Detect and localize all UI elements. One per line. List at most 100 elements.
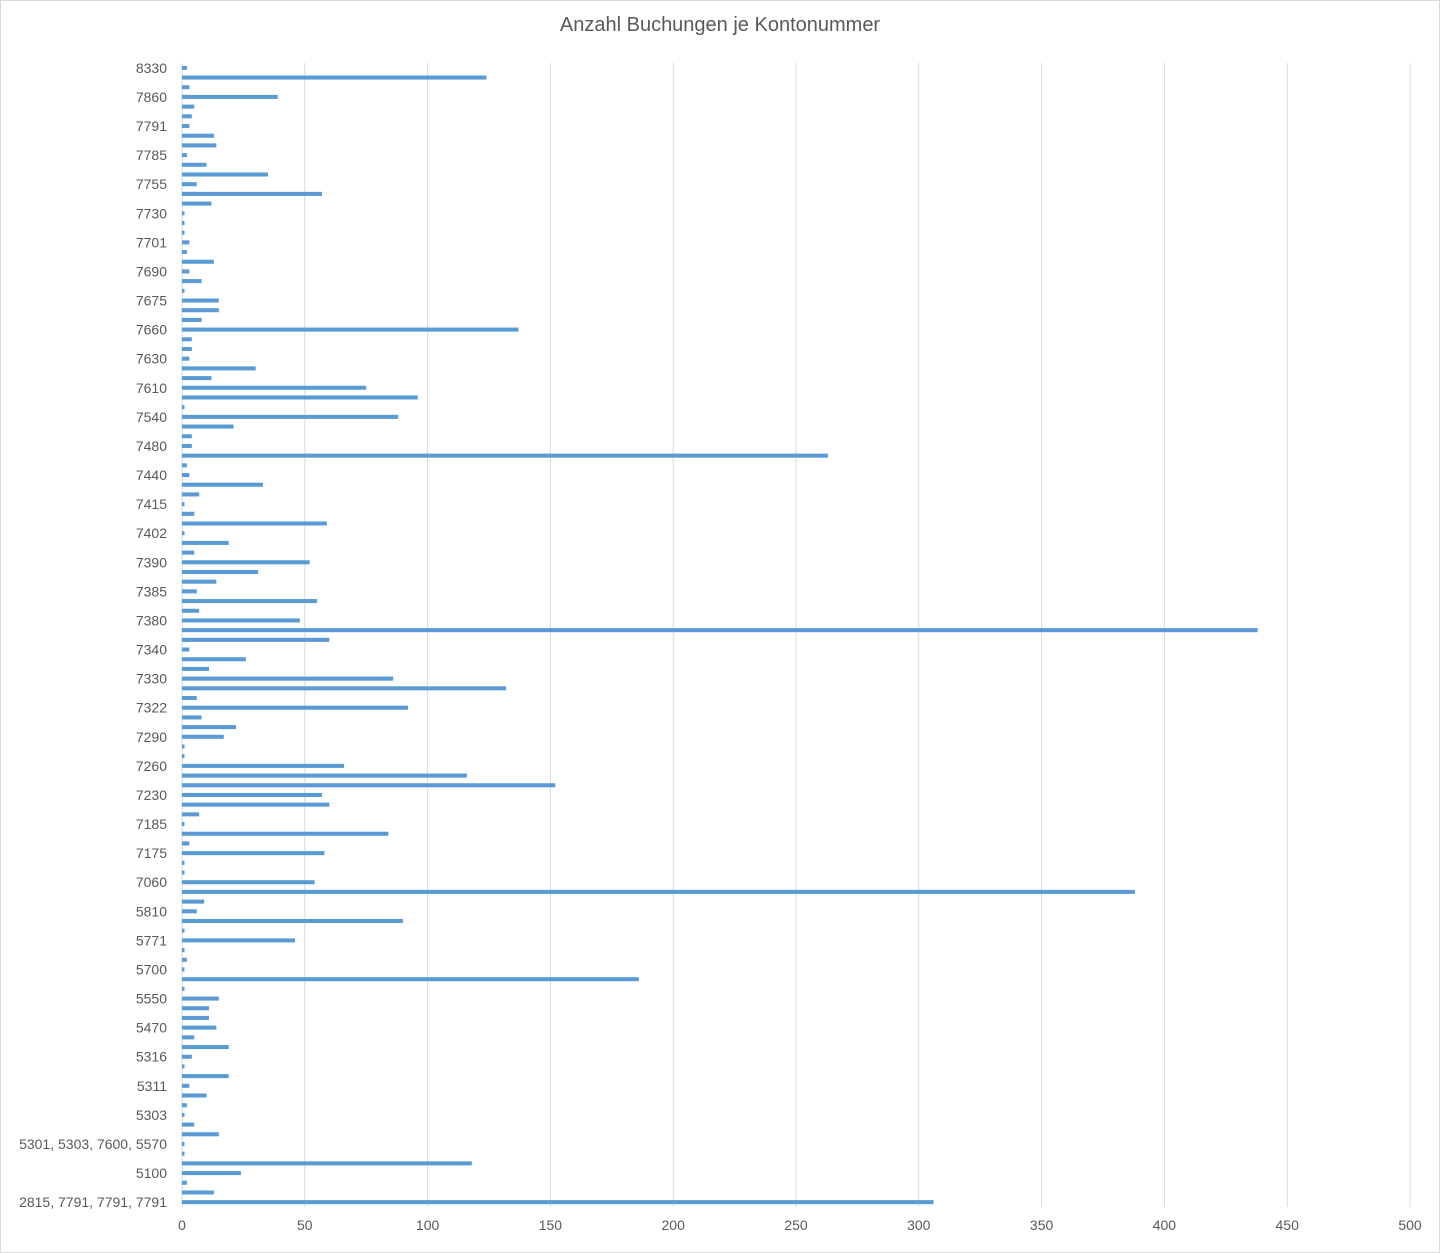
y-tick-label: 7290 — [136, 729, 167, 745]
bar — [182, 1180, 187, 1185]
y-tick-label: 7660 — [136, 322, 167, 338]
y-tick-label: 7610 — [136, 380, 167, 396]
bar — [182, 482, 264, 487]
bar — [182, 356, 190, 361]
bar — [182, 628, 1258, 633]
bar — [182, 977, 639, 982]
y-tick-label: 7540 — [136, 409, 167, 425]
bar — [182, 472, 190, 478]
x-tick-label: 250 — [784, 1217, 808, 1233]
y-tick-label: 7385 — [136, 583, 167, 599]
y-tick-label: 7690 — [136, 263, 167, 279]
bar — [182, 424, 234, 429]
bar — [182, 143, 217, 148]
y-tick-label: 7340 — [136, 642, 167, 658]
x-axis-tick-labels: 0 50 100 150 200 250 300 350 400 450 500 — [178, 1217, 1422, 1233]
y-tick-label: 7730 — [136, 205, 167, 221]
y-tick-label: 7415 — [136, 496, 167, 512]
bar — [182, 1103, 187, 1108]
bar — [182, 569, 259, 575]
bar — [182, 831, 389, 836]
bar — [182, 220, 185, 226]
x-tick-label: 350 — [1030, 1217, 1054, 1233]
bar — [182, 211, 185, 216]
bar — [182, 657, 246, 662]
bar — [182, 986, 185, 991]
bar — [182, 269, 190, 274]
bars — [182, 65, 1258, 1205]
y-tick-label: 7675 — [136, 293, 167, 309]
y-tick-label: 5771 — [136, 932, 167, 948]
bar — [182, 443, 192, 448]
y-tick-label: 5303 — [136, 1107, 167, 1123]
bar — [182, 889, 1135, 894]
bar — [182, 1161, 472, 1166]
bar — [182, 763, 345, 768]
bar — [182, 1044, 229, 1050]
bar — [182, 230, 185, 235]
y-tick-label: 7185 — [136, 816, 167, 832]
bar — [182, 773, 467, 778]
bar — [182, 918, 404, 924]
bar — [182, 1054, 192, 1059]
x-tick-label: 500 — [1398, 1217, 1422, 1233]
bar — [182, 618, 300, 623]
bar — [182, 182, 197, 187]
bar — [182, 957, 187, 962]
bar — [182, 191, 322, 196]
bar — [182, 153, 187, 158]
bar — [182, 783, 556, 788]
bar — [182, 1035, 195, 1040]
y-tick-label: 7860 — [136, 89, 167, 105]
bar — [182, 734, 224, 739]
bar — [182, 85, 190, 90]
bar — [182, 909, 197, 914]
bar — [182, 201, 212, 206]
bar — [182, 860, 185, 865]
bar — [182, 94, 278, 99]
bar — [182, 1025, 217, 1030]
bar — [182, 521, 327, 526]
bar — [182, 870, 185, 875]
bar — [182, 308, 219, 313]
bar — [182, 366, 256, 371]
bar — [182, 715, 202, 720]
y-tick-label: 7701 — [136, 234, 167, 250]
gridlines — [181, 63, 1411, 1207]
x-tick-label: 0 — [178, 1217, 186, 1233]
bar — [182, 676, 394, 681]
bar — [182, 511, 195, 516]
x-tick-label: 150 — [539, 1217, 563, 1233]
y-tick-label: 2815, 7791, 7791, 7791 — [19, 1194, 167, 1210]
y-tick-label: 5311 — [137, 1078, 167, 1094]
y-tick-label: 7630 — [136, 351, 167, 367]
bar — [182, 395, 418, 400]
bar — [182, 1015, 210, 1020]
x-tick-label: 300 — [907, 1217, 931, 1233]
bar — [182, 1132, 219, 1137]
bar — [182, 589, 197, 594]
bar — [182, 104, 195, 109]
bar — [182, 288, 185, 293]
y-tick-label: 7785 — [136, 147, 167, 163]
y-tick-label: 5470 — [136, 1020, 167, 1036]
bar — [182, 754, 185, 759]
bar — [182, 1093, 207, 1098]
y-tick-label: 7330 — [136, 671, 167, 687]
bar — [182, 812, 200, 817]
bar — [182, 802, 330, 807]
bar — [182, 725, 237, 730]
bar — [182, 1200, 934, 1205]
bar — [182, 880, 315, 885]
chart-title: Anzahl Buchungen je Kontonummer — [559, 14, 881, 36]
bar — [182, 531, 185, 536]
bar — [182, 579, 217, 584]
bar — [182, 1122, 195, 1127]
bar — [182, 492, 200, 497]
y-tick-label: 8330 — [136, 60, 167, 76]
bar — [182, 240, 190, 245]
bar — [182, 162, 207, 167]
bar — [182, 453, 828, 458]
bar — [182, 298, 219, 303]
